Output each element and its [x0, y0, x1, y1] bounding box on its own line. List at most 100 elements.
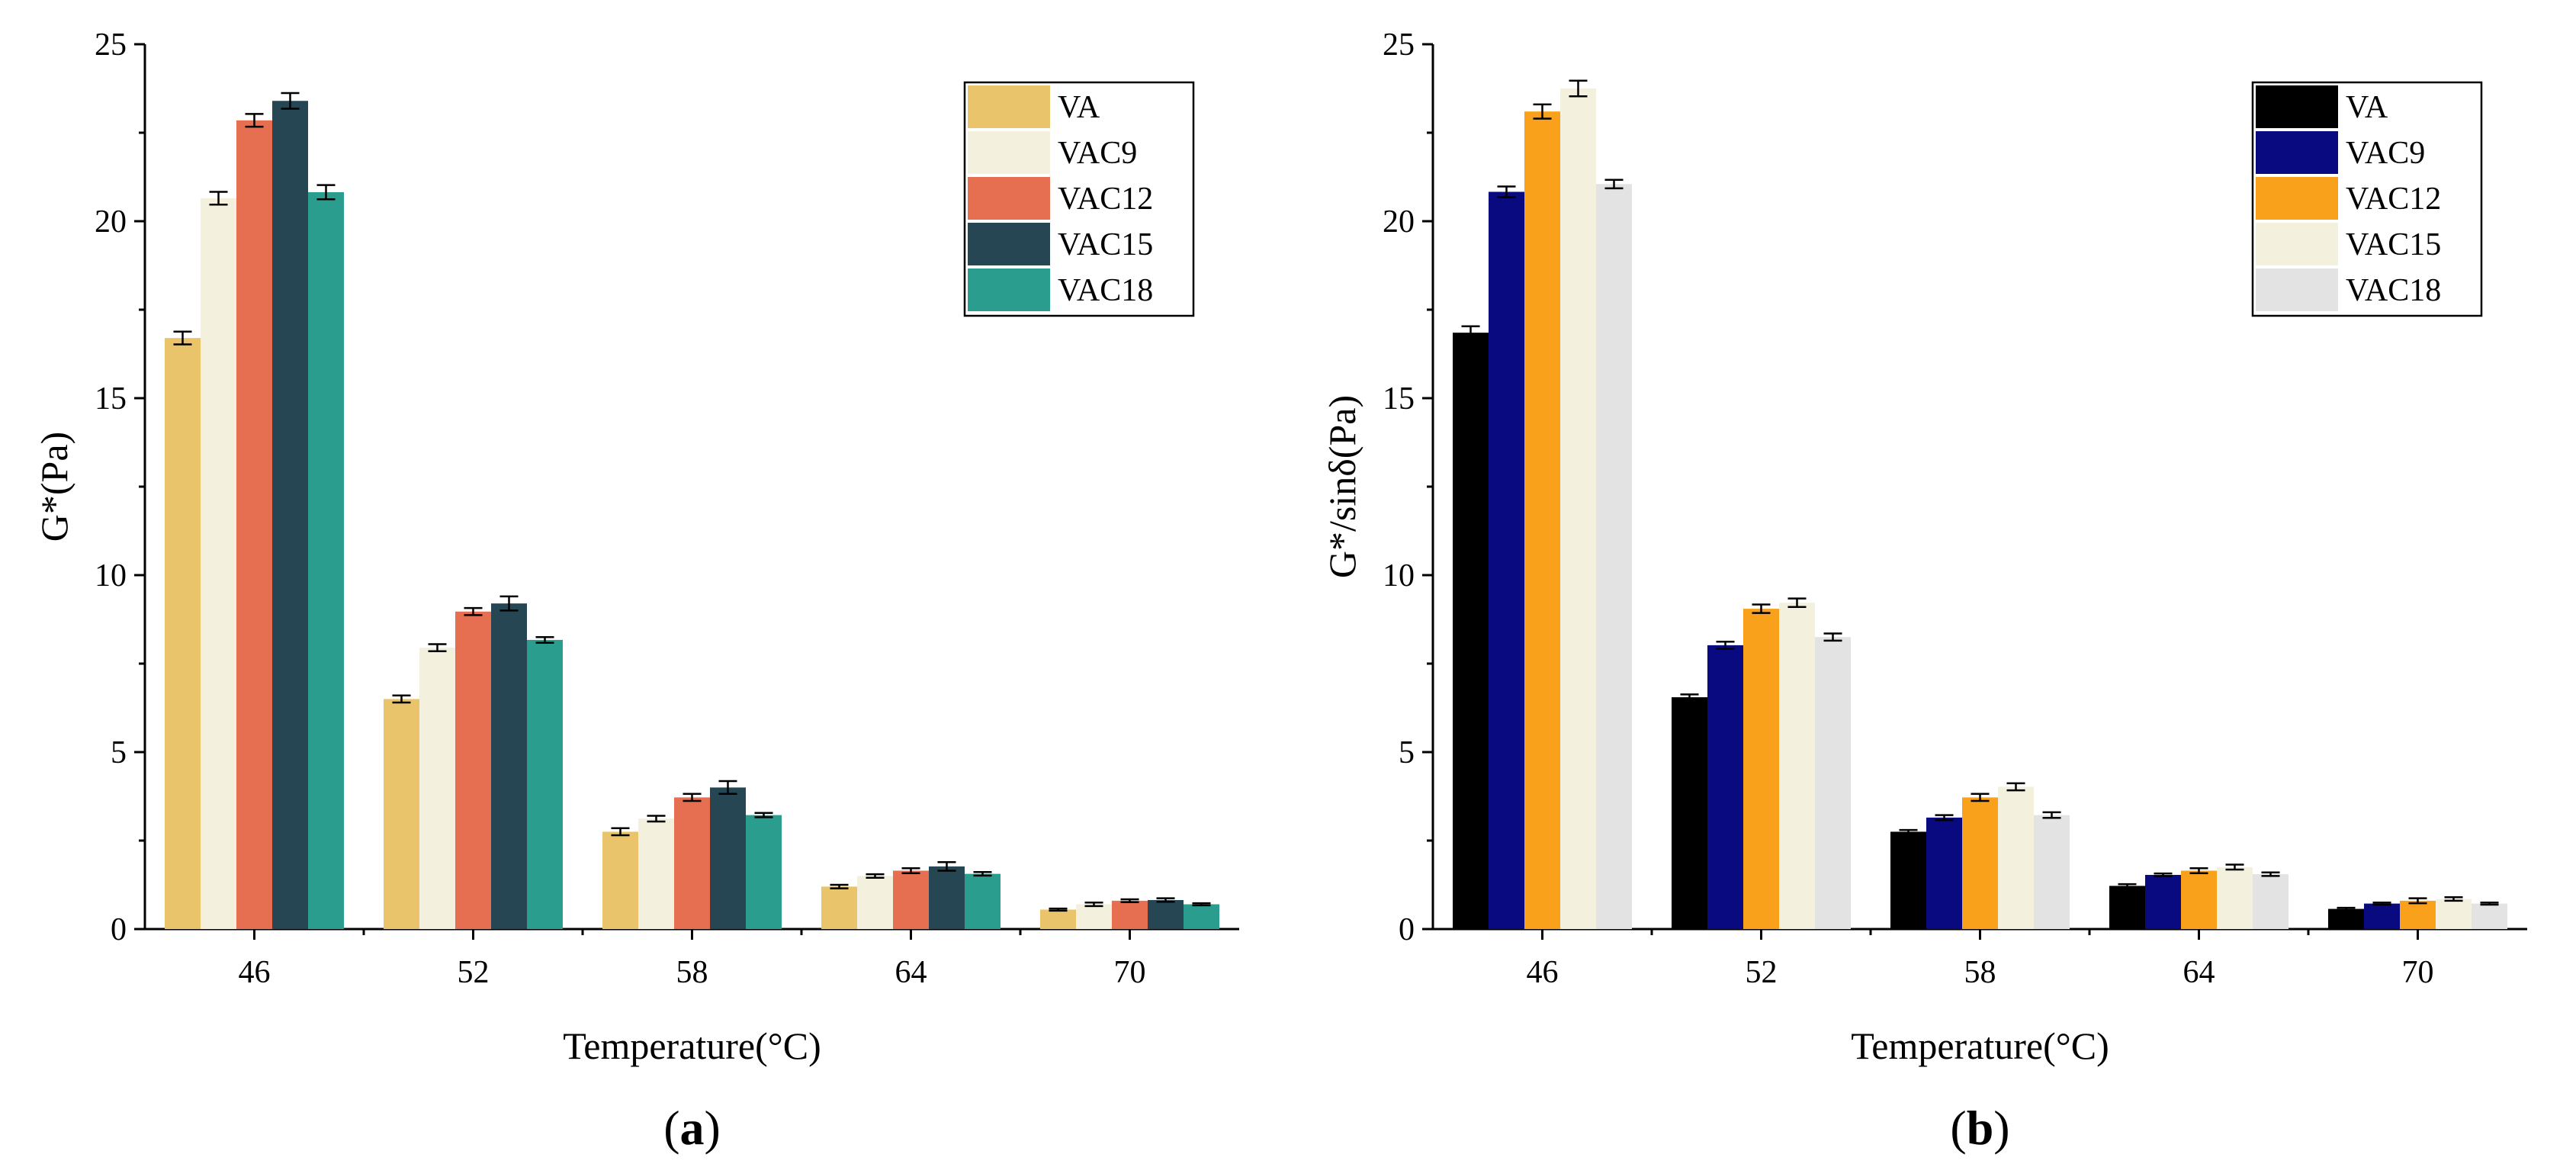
- error-bar: [2480, 901, 2499, 906]
- legend-item: VAC18: [968, 268, 1153, 311]
- y-axis-title: G*/sinδ(Pa): [1321, 395, 1363, 578]
- legend-item: VAC9: [968, 131, 1137, 174]
- x-tick-label: 58: [676, 955, 708, 990]
- y-tick-label: 0: [111, 912, 127, 947]
- bar: [527, 639, 563, 929]
- legend-label: VAC9: [1058, 136, 1137, 171]
- bar: [1148, 899, 1184, 929]
- error-bar: [1935, 814, 1954, 822]
- error-bar: [2154, 872, 2173, 878]
- y-tick-label: 25: [1383, 27, 1415, 63]
- legend-swatch: [2256, 177, 2338, 220]
- error-bar: [754, 812, 773, 818]
- bar: [308, 191, 344, 929]
- error-bar: [1752, 603, 1771, 614]
- bar: [710, 787, 746, 929]
- legend-swatch: [968, 85, 1050, 128]
- legend-item: VAC9: [2256, 131, 2425, 174]
- bar: [1779, 603, 1815, 929]
- legend-label: VAC9: [2346, 136, 2425, 171]
- bar: [1890, 831, 1926, 929]
- error-bar: [464, 606, 483, 616]
- y-tick-label: 15: [1383, 381, 1415, 416]
- bar: [1560, 88, 1596, 929]
- error-bar: [1971, 793, 1990, 802]
- error-bar: [428, 643, 447, 653]
- legend-item: VAC18: [2256, 268, 2441, 311]
- error-bar: [1823, 632, 1842, 642]
- error-bar: [1156, 897, 1175, 903]
- x-tick-label: 64: [895, 955, 927, 990]
- bar: [1926, 817, 1962, 929]
- bar: [857, 876, 893, 929]
- bar: [746, 815, 782, 929]
- bar: [384, 699, 419, 929]
- legend-label: VA: [2346, 90, 2388, 125]
- bar: [2364, 903, 2400, 929]
- legend-swatch: [2256, 268, 2338, 311]
- panel-label: (a): [663, 1101, 721, 1155]
- x-tick-label: 58: [1964, 955, 1996, 990]
- bar: [1076, 904, 1112, 929]
- error-bar: [830, 883, 849, 889]
- error-bar: [209, 191, 228, 206]
- legend-item: VAC12: [2256, 177, 2441, 220]
- error-bar: [866, 873, 885, 879]
- error-bar: [937, 861, 956, 872]
- x-axis-title: Temperature(°C): [563, 1024, 821, 1067]
- legend-label: VAC12: [1058, 182, 1153, 217]
- error-bar: [2006, 782, 2025, 792]
- bar: [2181, 870, 2217, 929]
- panel-label: (b): [1950, 1101, 2009, 1155]
- legend-item: VAC12: [968, 177, 1153, 220]
- legend-item: VAC15: [2256, 223, 2441, 265]
- legend-swatch: [2256, 223, 2338, 265]
- error-bar: [2372, 901, 2391, 906]
- error-bar: [973, 871, 992, 877]
- bar-chart-b: 0 5 10 15 20 25 46 52 58 64 70 Temperature(°C) G*/si…: [1321, 27, 2527, 1155]
- error-bar: [1604, 178, 1624, 190]
- error-bar: [2261, 871, 2280, 877]
- y-tick-label: 5: [111, 735, 127, 770]
- bar: [2253, 874, 2289, 929]
- bar: [821, 886, 857, 929]
- bar: [1524, 111, 1560, 929]
- bar: [419, 648, 455, 929]
- error-bar: [1120, 898, 1139, 903]
- legend-label: VAC12: [2346, 182, 2441, 217]
- y-tick-label: 25: [95, 27, 127, 63]
- x-tick-label: 46: [1527, 955, 1559, 990]
- bar: [1962, 797, 1998, 929]
- legend-swatch: [968, 131, 1050, 174]
- bar: [2145, 875, 2181, 929]
- bar: [1672, 697, 1707, 929]
- bar: [1596, 184, 1632, 929]
- error-bar: [1716, 640, 1735, 650]
- y-tick-label: 20: [95, 204, 127, 240]
- bar: [2328, 908, 2364, 929]
- error-bar: [1497, 185, 1516, 198]
- legend-label: VA: [1058, 90, 1100, 125]
- bar: [1743, 609, 1779, 929]
- bar: [893, 870, 929, 929]
- bar: [236, 120, 272, 929]
- bar-chart-a: 0 5 10 15 20 25 46 52 58 64 70 Temperature(°C) G*(Pa…: [33, 27, 1239, 1155]
- error-bar: [535, 635, 554, 644]
- y-tick-label: 20: [1383, 204, 1415, 240]
- error-bar: [392, 694, 411, 704]
- bar: [2109, 886, 2145, 929]
- bar: [674, 797, 710, 929]
- x-tick-label: 64: [2183, 955, 2215, 990]
- error-bar: [2408, 897, 2427, 905]
- error-bar: [1084, 901, 1103, 908]
- bar: [1040, 909, 1076, 929]
- error-bar: [1899, 828, 1918, 834]
- legend-swatch: [2256, 85, 2338, 128]
- x-axis-title: Temperature(°C): [1851, 1024, 2109, 1067]
- bar: [2034, 815, 2070, 929]
- bar: [1489, 191, 1524, 929]
- x-tick-label: 46: [239, 955, 271, 990]
- error-bar: [1192, 902, 1211, 907]
- legend-swatch: [968, 268, 1050, 311]
- y-tick-label: 0: [1399, 912, 1415, 947]
